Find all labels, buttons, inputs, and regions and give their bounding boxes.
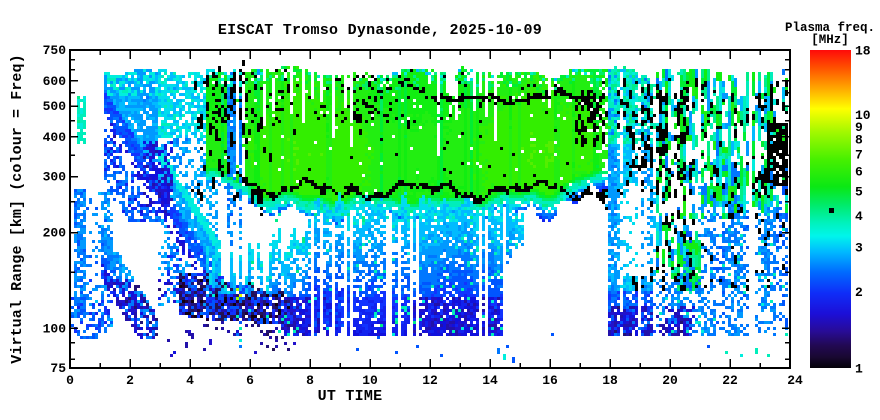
svg-text:16: 16: [542, 373, 558, 388]
svg-text:24: 24: [787, 373, 803, 388]
svg-text:14: 14: [482, 373, 498, 388]
svg-text:8: 8: [855, 133, 863, 148]
svg-text:4: 4: [186, 373, 194, 388]
svg-text:200: 200: [43, 226, 67, 241]
svg-text:7: 7: [855, 147, 863, 162]
svg-text:10: 10: [362, 373, 378, 388]
svg-text:2: 2: [855, 285, 863, 300]
svg-text:5: 5: [855, 184, 863, 199]
svg-text:6: 6: [246, 373, 254, 388]
svg-text:600: 600: [43, 74, 67, 89]
svg-text:18: 18: [855, 44, 871, 59]
svg-text:500: 500: [43, 99, 67, 114]
svg-text:1: 1: [855, 362, 863, 377]
svg-text:Plasma freq.: Plasma freq.: [785, 21, 875, 35]
svg-text:100: 100: [43, 321, 67, 336]
svg-text:22: 22: [722, 373, 738, 388]
svg-text:8: 8: [306, 373, 314, 388]
svg-text:Virtual Range [km] (colour = F: Virtual Range [km] (colour = Freq): [9, 54, 26, 363]
svg-text:3: 3: [855, 241, 863, 256]
svg-text:9: 9: [855, 120, 863, 135]
svg-text:EISCAT Tromso Dynasonde, 2025-: EISCAT Tromso Dynasonde, 2025-10-09: [218, 22, 542, 39]
svg-text:300: 300: [43, 170, 67, 185]
svg-text:18: 18: [602, 373, 618, 388]
svg-text:75: 75: [50, 361, 66, 376]
svg-text:10: 10: [855, 108, 871, 123]
svg-text:12: 12: [422, 373, 438, 388]
svg-text:400: 400: [43, 130, 67, 145]
svg-text:2: 2: [126, 373, 134, 388]
svg-text:4: 4: [855, 209, 863, 224]
svg-text:[MHz]: [MHz]: [811, 33, 849, 47]
svg-text:6: 6: [855, 164, 863, 179]
svg-text:0: 0: [66, 373, 74, 388]
svg-text:UT TIME: UT TIME: [318, 388, 383, 405]
svg-text:20: 20: [662, 373, 678, 388]
svg-text:750: 750: [43, 43, 67, 58]
